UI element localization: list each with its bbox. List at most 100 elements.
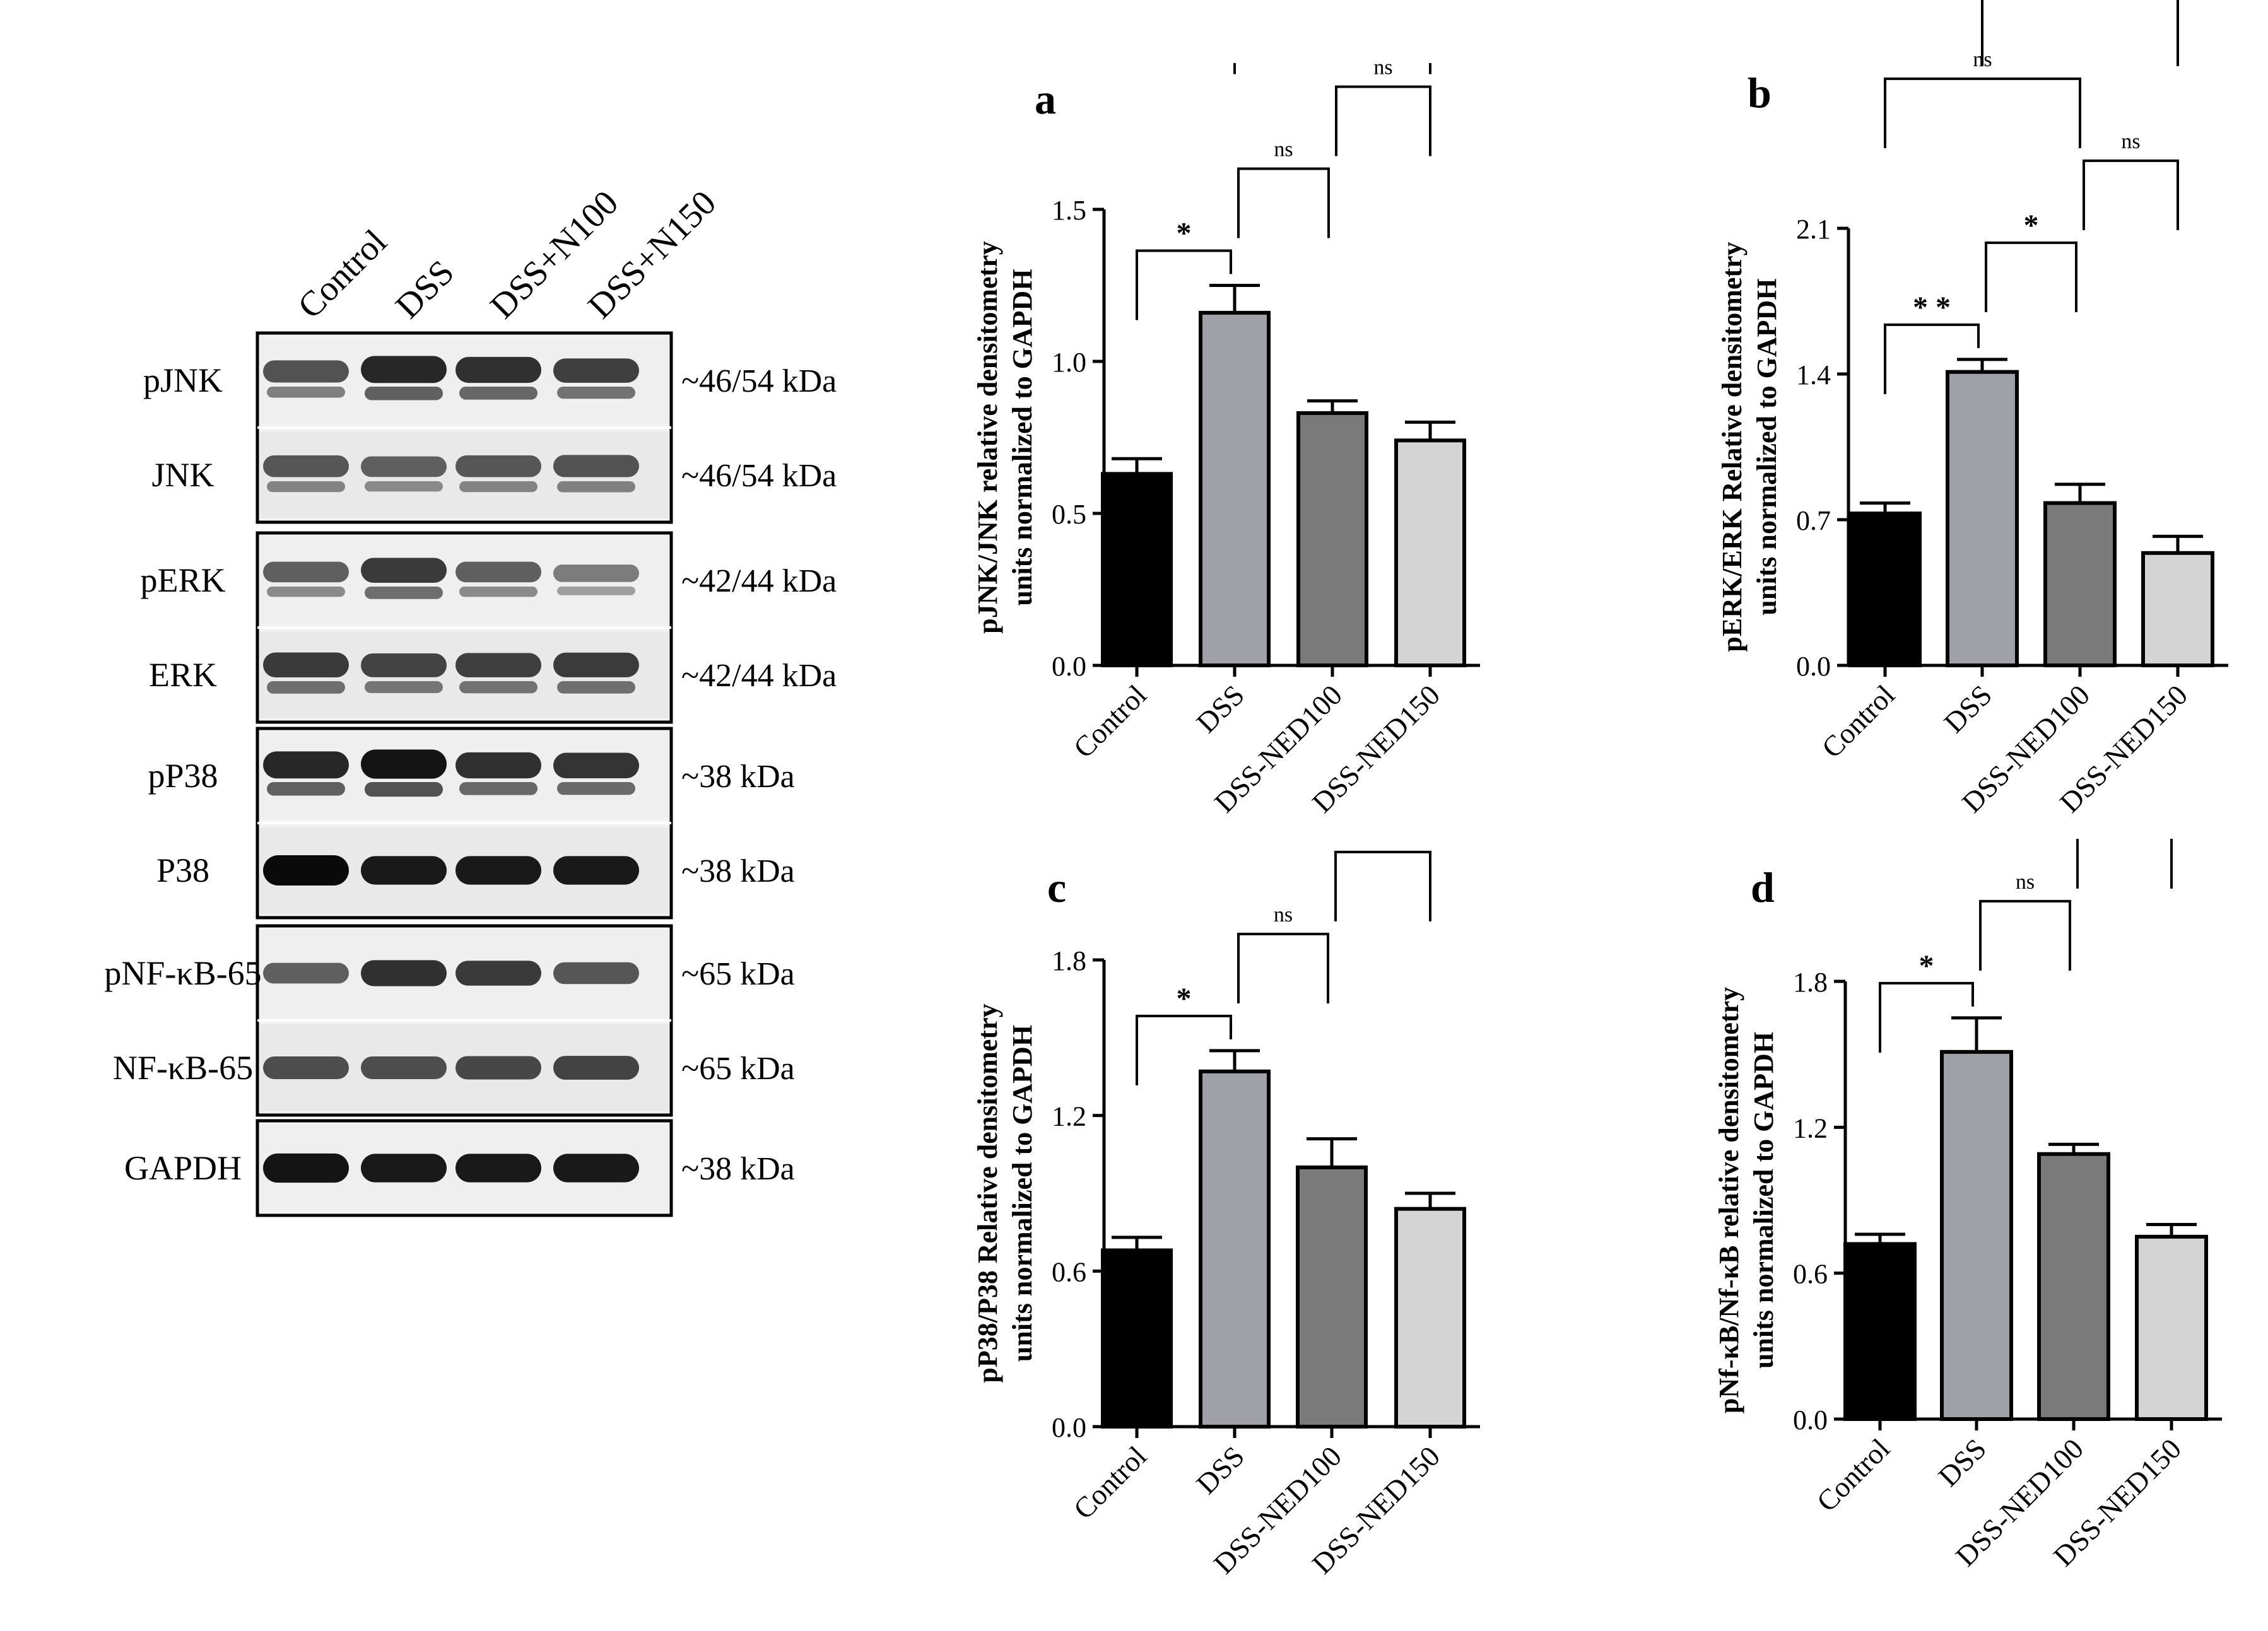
blot-band [455,961,541,986]
significance-bracket [2076,839,2173,889]
y-axis-label-line1: pERK/ERK Relative densitometry [1717,242,1748,652]
y-axis-label-line2: units normalized to GAPDH [1007,1025,1038,1362]
bar-control [1848,512,1922,667]
blot-band-lower [365,481,443,492]
blot-band [263,561,349,583]
y-axis-label-line2: units normalized to GAPDH [1751,278,1782,615]
significance-bracket [1981,0,2179,66]
lane-label-0: Control [290,222,394,326]
protein-label: P38 [156,851,209,889]
blot-band [361,1056,447,1080]
bar-dss-ned100 [2037,1152,2110,1421]
significance-bracket [1136,1014,1232,1085]
blot-band-lower [267,681,345,694]
y-tick-label: 1.2 [1052,1101,1086,1132]
significance-bracket [1985,241,2077,312]
significance-bracket [1335,85,1431,156]
significance-bracket [1233,63,1431,74]
y-axis-label-line2: units normalized to GAPDH [1748,1032,1779,1369]
y-tick-label: 0.5 [1052,499,1086,530]
y-tick-label: 0.0 [1052,651,1086,682]
molecular-weight-label: ~38 kDa [681,1151,795,1187]
blot-band-lower [365,387,443,400]
bar-dss [1199,310,1271,667]
x-tick-label: Control [1816,679,1901,764]
y-axis-label-line1: pNf-κB/Nf-κB relative densitometry [1713,987,1744,1413]
blot-band-lower [267,587,345,597]
significance-bracket [1237,167,1330,238]
molecular-weight-label: ~38 kDa [681,759,795,795]
significance-label: ns [2121,130,2140,153]
protein-label: ERK [149,656,217,694]
bar-dss-ned150 [1394,1207,1466,1429]
y-tick-label: 0.0 [1052,1412,1086,1443]
blot-band [361,653,447,677]
y-tick-label: 0.6 [1793,1259,1828,1290]
panel-letter: c [1047,863,1066,911]
blot-band [553,652,639,677]
blot-band [263,455,349,477]
x-tick-label: DSS [1190,1440,1250,1500]
blot-band [455,455,541,477]
bar-dss [1946,370,2019,667]
blot-band [361,856,447,885]
blot-band [553,1056,639,1080]
blot-band [263,360,349,383]
chart-panel-d: d 0.0 0.6 1.2 1.8 pNf-κB/Nf-κB relative densi… [1713,839,2222,1572]
protein-label: pERK [141,561,226,599]
significance-bracket [1237,932,1329,1003]
blot-band-lower [365,681,443,693]
significance-label: ns [1274,138,1293,161]
significance-label: ns [2016,870,2035,894]
molecular-weight-label: ~46/54 kDa [681,458,837,494]
blot-band [553,1154,639,1183]
y-axis-label-line1: pP38/P38 Relative densitometry [972,1003,1003,1383]
y-tick-label: 1.0 [1052,347,1086,378]
significance-label: ns [1274,903,1293,927]
y-tick-label: 1.5 [1052,195,1086,226]
blot-band-lower [557,587,635,595]
molecular-weight-label: ~42/44 kDa [681,563,837,599]
significance-label: * [2024,209,2039,242]
bar-control [1101,1248,1173,1429]
y-tick-label: 1.8 [1793,967,1828,998]
blot-band [455,856,541,885]
blot-band [553,752,639,779]
bar-dss-ned100 [1296,1165,1368,1429]
blot-band [455,356,541,383]
significance-label: ns [1373,63,1392,79]
significance-bracket [1884,77,2081,148]
molecular-weight-label: ~65 kDa [681,956,795,992]
bar-dss [1940,1049,2013,1421]
molecular-weight-label: ~46/54 kDa [681,363,837,399]
chart-panel-a: a 0.0 0.5 1.0 1.5 pJNK/JNK relative densitome… [972,63,1480,819]
blot-band [263,1056,349,1080]
protein-label: pJNK [143,361,223,399]
blot-band [455,1154,541,1183]
y-axis-label-line2: units normalized to GAPDH [1007,269,1038,605]
bar-dss-ned100 [1296,411,1368,667]
x-tick-label: Control [1067,1440,1153,1525]
blot-band-lower [267,387,345,398]
bar-dss-ned150 [2141,551,2214,667]
blot-band-lower [365,782,443,797]
blot-band-lower [459,387,538,400]
panel-letter: b [1748,69,1772,117]
bar-dss-ned150 [2135,1234,2208,1421]
blot-group-4 [256,1119,673,1217]
significance-bracket [1136,249,1232,320]
blot-band-lower [459,481,538,493]
blot-band [553,564,639,582]
blot-band-lower [557,481,635,493]
blot-band-lower [365,587,443,599]
blot-band-lower [459,782,538,795]
blot-band [263,962,349,984]
bar-dss-ned100 [2043,501,2117,667]
chart-panel-b: b 0.0 0.7 1.4 2.1 pERK/ERK Relative densitome… [1717,0,2228,819]
bar-dss [1199,1069,1271,1429]
blot-band-lower [557,782,635,795]
y-tick-label: 1.4 [1796,360,1831,390]
blot-group-0 [256,331,673,524]
blot-band [553,962,639,985]
